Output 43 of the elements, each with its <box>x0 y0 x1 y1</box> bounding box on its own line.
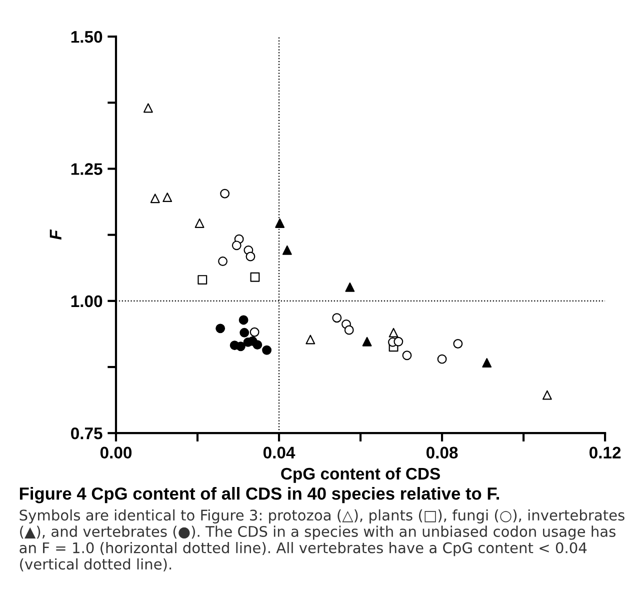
point <box>162 192 172 202</box>
y-tick-label: 1.00 <box>71 295 102 308</box>
point <box>218 256 228 266</box>
point <box>246 252 256 262</box>
point <box>388 328 398 338</box>
point <box>306 334 316 344</box>
y-tick-label: 1.50 <box>71 31 102 43</box>
point <box>275 218 285 228</box>
x-tick-label: 0.08 <box>426 446 458 459</box>
point <box>345 282 355 292</box>
point <box>240 328 250 338</box>
point <box>252 340 262 350</box>
point <box>344 325 354 335</box>
point <box>236 342 246 352</box>
point <box>394 336 404 346</box>
x-tick-label: 0.00 <box>100 446 132 459</box>
x-axis-title: CpG content of CDS <box>281 467 440 483</box>
y-tick-label: 0.75 <box>71 428 102 440</box>
y-axis-title: F <box>50 229 62 240</box>
point <box>482 358 492 368</box>
point <box>542 390 552 400</box>
point <box>238 315 248 325</box>
point <box>150 194 160 204</box>
text: Symbols are identical to Figure 3: protozoa (△), plants (□), fungi (○), invertebrates (▲), and vertebrates (●). The CDS in a species with an unbiased codon usage has an F = 1.0 (horizontal dotted line). All vertebrates have a CpG content < 0.04 (vertical dotted line). <box>20 509 624 572</box>
point <box>216 324 226 334</box>
point <box>262 345 272 355</box>
text: Figure 4 CpG content of all CDS in 40 species relative to F. <box>20 486 500 504</box>
point <box>194 218 204 228</box>
point <box>282 245 292 255</box>
point <box>453 339 463 348</box>
point <box>220 188 230 198</box>
point <box>437 354 447 364</box>
point <box>332 313 342 323</box>
point <box>143 103 153 113</box>
x-tick-label: 0.04 <box>263 446 296 459</box>
x-tick-label: 0.12 <box>589 446 621 459</box>
y-tick-label: 1.25 <box>71 163 102 175</box>
point <box>250 272 260 282</box>
point <box>198 275 208 285</box>
point <box>232 240 242 250</box>
point <box>402 350 412 360</box>
point <box>250 327 260 337</box>
point <box>362 336 372 346</box>
